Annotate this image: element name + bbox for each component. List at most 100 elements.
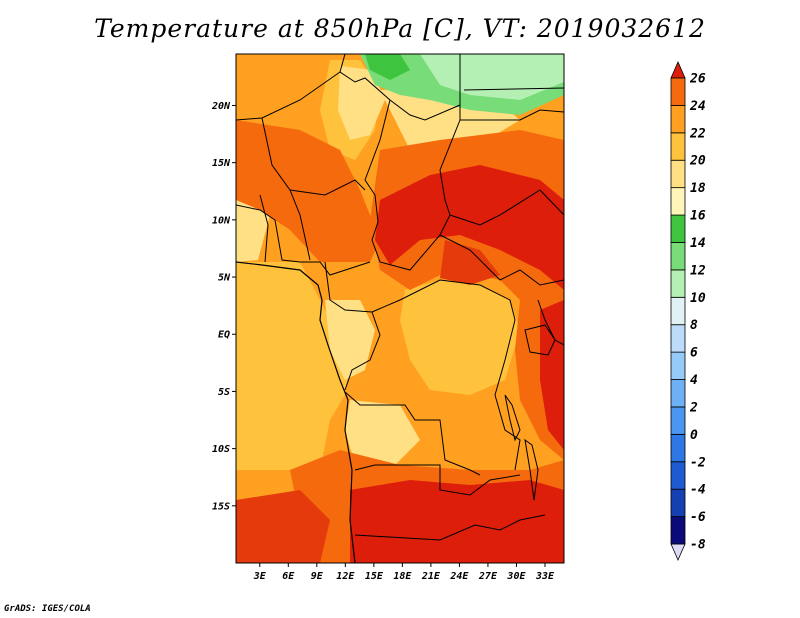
region-16-angola-coast	[345, 400, 420, 470]
colorbar-box	[670, 324, 686, 353]
lon-tick-label: 12E	[336, 571, 355, 582]
colorbar-label: 10	[690, 291, 706, 306]
region-12-green-east	[365, 54, 410, 80]
border-segment	[324, 261, 373, 313]
lake-tanganyika	[504, 394, 521, 442]
lon-tick-label: 3E	[253, 571, 267, 582]
colorbar-box	[670, 461, 686, 490]
colorbar-label: -2	[690, 455, 706, 470]
colorbar-box	[670, 406, 686, 435]
colorbar-box	[670, 379, 686, 408]
region-26-sahel	[375, 165, 564, 290]
colorbar-label: 0	[690, 428, 698, 443]
region-26-south	[350, 480, 564, 563]
colorbar-label: 12	[690, 263, 706, 278]
lat-tick-label: 10N	[212, 215, 231, 226]
colorbar-box	[670, 269, 686, 298]
lat-tick-label: 5N	[218, 273, 231, 284]
lat-tick-label: 20N	[211, 101, 231, 112]
colorbar-label: 16	[690, 209, 706, 224]
lake-malawi	[524, 438, 539, 501]
temperature-field	[236, 54, 564, 563]
border-segment	[354, 464, 521, 496]
colorbar-label: 22	[689, 126, 706, 141]
border-segment	[289, 189, 311, 261]
border-segment	[494, 319, 521, 471]
lat-tick-label: 10S	[212, 444, 230, 455]
colorbar-label: 18	[690, 181, 706, 196]
border-segment	[364, 99, 391, 263]
colorbar-label: -8	[690, 538, 706, 553]
map-frame	[235, 53, 565, 564]
colorbar-box	[670, 516, 686, 545]
colorbar-box	[670, 105, 686, 134]
colorbar-box	[670, 214, 686, 243]
colorbar-box	[670, 159, 686, 189]
colorbar-label: 8	[690, 318, 698, 333]
border-segment	[354, 514, 546, 541]
region-24-south-west	[236, 490, 330, 563]
border-segment	[439, 234, 564, 286]
region-26-east	[540, 300, 564, 450]
lon-tick-label: 6E	[282, 571, 295, 582]
border-segment	[236, 204, 371, 276]
country-borders	[236, 54, 564, 563]
colorbar-box	[670, 77, 686, 106]
lat-tick-label: EQ	[218, 330, 230, 341]
lon-tick-label: 18E	[393, 571, 412, 582]
border-segment	[463, 87, 564, 91]
lat-tick-label: 5S	[218, 387, 230, 398]
grads-credit: GrADS: IGES/COLA	[4, 604, 91, 614]
border-segment	[537, 299, 564, 346]
region-18-west-coast	[236, 262, 350, 470]
colorbar-box	[670, 187, 686, 216]
colorbar-box	[670, 351, 686, 380]
coastline-west	[236, 261, 356, 563]
lake-victoria	[524, 324, 556, 356]
colorbar-label: -6	[690, 510, 706, 525]
colorbar-label: 24	[689, 99, 706, 114]
region-16-sahara	[338, 66, 385, 140]
colorbar-box	[670, 132, 686, 161]
border-segment	[261, 117, 366, 196]
border-segment	[339, 54, 461, 121]
region-16-gabon	[325, 300, 375, 380]
colorbar-box	[670, 296, 686, 326]
region-22-north-band	[236, 120, 380, 262]
lat-tick-label: 15N	[212, 158, 231, 169]
colorbar-label: 20	[689, 154, 706, 169]
border-segment	[259, 194, 269, 263]
lon-tick-label: 15E	[365, 571, 384, 582]
colorbar-label: 6	[690, 346, 698, 361]
latitude-axis: 20N 15N 10N 5N EQ 5S 10S 15S	[211, 101, 236, 512]
colorbar-label: 2	[689, 400, 698, 415]
border-segment	[459, 54, 564, 121]
colorbar-label: 14	[690, 236, 706, 251]
region-24-drc-east	[440, 240, 500, 285]
colorbar-label: 26	[689, 72, 706, 87]
longitude-axis: 3E 6E 9E 12E 15E 18E 21E 24E 27E 30E 33E	[253, 563, 555, 582]
colorbar-label: -4	[690, 483, 706, 498]
colorbar-box	[670, 433, 686, 463]
border-segment	[344, 311, 381, 391]
border-segment	[371, 279, 516, 321]
lon-tick-label: 21E	[421, 571, 441, 582]
colorbar-over-triangle	[670, 61, 686, 79]
map-title: Temperature at 850hPa [C], VT: 201903261…	[94, 14, 706, 43]
border-segment	[344, 391, 481, 476]
colorbar-under-triangle	[670, 543, 686, 561]
region-18-congo-basin	[400, 280, 520, 395]
lon-tick-label: 33E	[535, 571, 555, 582]
colorbar-box	[670, 242, 686, 271]
lon-tick-label: 30E	[506, 571, 526, 582]
colorbar-box	[670, 488, 686, 517]
border-segment	[236, 71, 341, 121]
lat-tick-label: 15S	[212, 501, 230, 512]
lon-tick-label: 9E	[311, 571, 324, 582]
colorbar-label: 4	[690, 373, 698, 388]
lon-tick-label: 27E	[478, 571, 498, 582]
border-segment	[449, 189, 564, 226]
lon-tick-label: 24E	[449, 571, 469, 582]
